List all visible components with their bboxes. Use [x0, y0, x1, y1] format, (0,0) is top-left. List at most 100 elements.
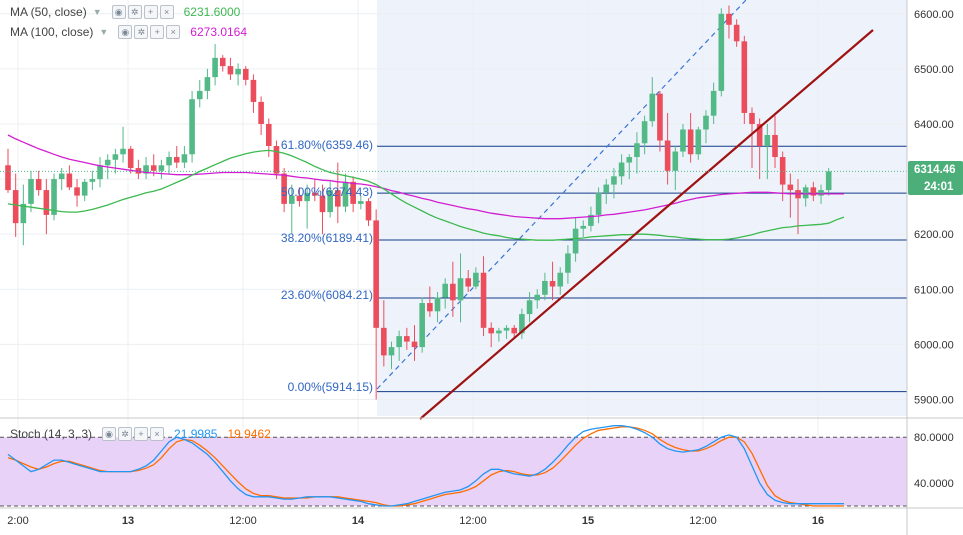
- candle-body: [526, 300, 533, 315]
- candle-body: [549, 281, 556, 287]
- stoch-d-line: [7, 426, 844, 507]
- plus-icon[interactable]: +: [143, 5, 158, 19]
- eye-icon[interactable]: ◉: [102, 427, 117, 441]
- candle-body: [296, 195, 303, 202]
- candle-body: [212, 57, 218, 78]
- stoch-legend-label: Stoch (14, 3, 3): [10, 427, 93, 441]
- candle-body: [335, 190, 341, 207]
- time-tick-label: 13: [122, 515, 134, 527]
- price-tick-label: 6100.00: [914, 284, 954, 296]
- candle-body: [219, 57, 226, 67]
- ma100-legend[interactable]: MA (100, close) ▼ ◉ ✲ + × 6273.0164: [10, 25, 247, 39]
- candle-body: [764, 134, 771, 147]
- candle-body: [603, 184, 610, 193]
- candle-body: [503, 327, 510, 331]
- candle-body: [595, 192, 602, 215]
- eye-icon[interactable]: ◉: [111, 5, 126, 19]
- candle-body: [189, 99, 195, 155]
- candle-body: [626, 157, 633, 163]
- stoch-legend[interactable]: Stoch (14, 3, 3) ◉ ✲ + × 21.9985 19.9462: [10, 427, 271, 441]
- candle-body: [519, 314, 525, 334]
- candle-body: [695, 129, 702, 155]
- price-badge-value: 6314.46: [914, 164, 956, 176]
- candle-body: [580, 225, 587, 229]
- candle-body: [411, 341, 418, 348]
- candle-body: [388, 347, 395, 356]
- candle-body: [28, 179, 34, 204]
- time-tick-label: 12:00: [229, 515, 257, 527]
- candle-body: [181, 154, 188, 163]
- candle-body: [43, 190, 50, 215]
- candle-body: [442, 283, 448, 298]
- candle-body: [404, 336, 410, 342]
- candle-body: [327, 190, 333, 213]
- candle-body: [358, 201, 364, 204]
- eye-icon[interactable]: ◉: [118, 25, 133, 39]
- gear-icon[interactable]: ✲: [127, 5, 142, 19]
- stoch-tick-label: 80.0000: [914, 432, 954, 444]
- time-axis[interactable]: 2:00 13 12:00 14 12:00 15 12:00 16: [7, 515, 824, 527]
- candle-body: [749, 112, 755, 124]
- candle-body: [427, 303, 433, 312]
- ma50-legend[interactable]: MA (50, close) ▼ ◉ ✲ + × 6231.6000: [10, 5, 240, 19]
- candle-body: [779, 157, 786, 185]
- candle-body: [649, 93, 656, 122]
- candle-body: [450, 283, 456, 301]
- candle-body: [35, 179, 42, 191]
- candle-body: [5, 165, 11, 191]
- candle-body: [480, 272, 487, 328]
- candle-body: [89, 179, 96, 182]
- price-tick-label: 6600.00: [914, 9, 954, 21]
- candle-body: [104, 159, 111, 166]
- candle-body: [58, 173, 65, 180]
- highlight-region: [377, 0, 907, 416]
- candle-body: [473, 272, 479, 287]
- candle-body: [542, 281, 548, 295]
- candle-body: [319, 195, 326, 213]
- candle-body: [718, 13, 725, 91]
- candle-body: [312, 192, 318, 196]
- candle-body: [802, 187, 809, 199]
- candle-body: [127, 148, 134, 169]
- candle-body: [419, 303, 425, 348]
- candle-body: [381, 327, 387, 356]
- candle-body: [611, 176, 617, 185]
- candle-body: [250, 79, 257, 102]
- candle-body: [572, 228, 579, 254]
- candle-body: [657, 93, 663, 141]
- stoch-k-value: 21.9985: [174, 427, 218, 441]
- candle-body: [680, 129, 686, 152]
- fibonacci-levels: [377, 145, 907, 393]
- candle-body: [342, 181, 349, 207]
- price-axis[interactable]: 5900.006000.006100.006200.006300.006400.…: [914, 9, 954, 407]
- candle-body: [634, 143, 640, 158]
- fib-label-0: 0.00%(5914.15): [288, 380, 373, 394]
- candle-body: [204, 77, 211, 91]
- plus-icon[interactable]: +: [134, 427, 149, 441]
- candle-body: [465, 278, 471, 287]
- stoch-axis[interactable]: 80.0000 40.0000: [914, 432, 954, 490]
- close-icon[interactable]: ×: [166, 25, 181, 39]
- close-icon[interactable]: ×: [150, 427, 165, 441]
- candle-body: [588, 214, 594, 226]
- candle-body: [672, 151, 679, 171]
- candle-body: [741, 41, 748, 113]
- candle-body: [810, 187, 817, 196]
- candle-body: [496, 330, 502, 334]
- candle-body: [825, 171, 832, 191]
- chevron-down-icon[interactable]: ▼: [99, 27, 109, 37]
- ma50-legend-value: 6231.6000: [183, 5, 241, 19]
- gear-icon[interactable]: ✲: [118, 427, 133, 441]
- candle-body: [457, 278, 464, 301]
- plus-icon[interactable]: +: [150, 25, 165, 39]
- candle-body: [756, 123, 763, 147]
- candle-body: [74, 187, 80, 196]
- chevron-down-icon[interactable]: ▼: [92, 7, 102, 17]
- candle-body: [242, 68, 249, 80]
- candle-body: [81, 181, 88, 196]
- candle-body: [772, 134, 778, 158]
- ma50-line: [7, 149, 845, 241]
- close-icon[interactable]: ×: [159, 5, 174, 19]
- gear-icon[interactable]: ✲: [134, 25, 149, 39]
